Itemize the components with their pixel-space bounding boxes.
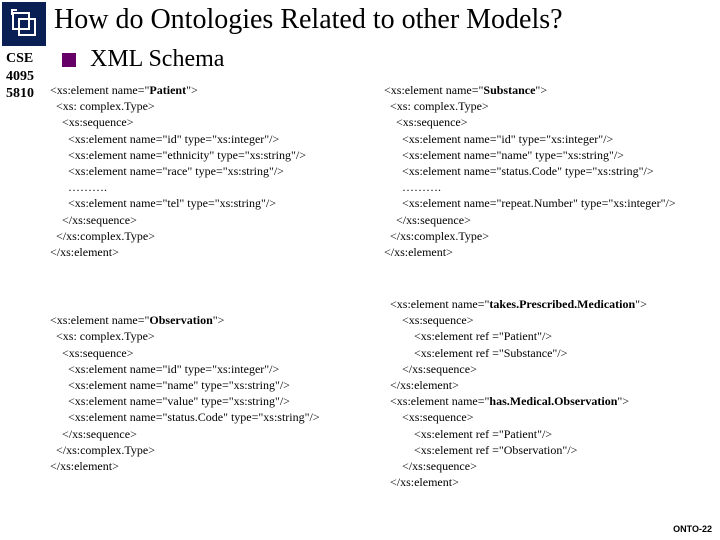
page-title: How do Ontologies Related to other Model…	[54, 4, 563, 36]
slide-number: ONTO-22	[673, 524, 712, 534]
bullet-icon	[62, 53, 76, 67]
course-code-2: 4095	[6, 68, 48, 86]
lower-code-columns: <xs:element name="Observation"> <xs: com…	[50, 296, 712, 490]
subheading-row: XML Schema	[62, 46, 224, 73]
subheading: XML Schema	[90, 46, 224, 73]
patient-block: <xs:element name="Patient"> <xs: complex…	[50, 82, 376, 260]
upper-code-columns: <xs:element name="Patient"> <xs: complex…	[50, 82, 710, 260]
substance-block: <xs:element name="Substance"> <xs: compl…	[384, 82, 710, 260]
sidebar: CSE 4095 5810	[0, 0, 48, 540]
course-code-1: CSE	[6, 50, 48, 68]
observation-block: <xs:element name="Observation"> <xs: com…	[50, 296, 388, 490]
course-code-3: 5810	[6, 85, 48, 103]
uconn-logo	[2, 2, 46, 46]
relations-block: <xs:element name="takes.Prescribed.Medic…	[390, 296, 712, 490]
